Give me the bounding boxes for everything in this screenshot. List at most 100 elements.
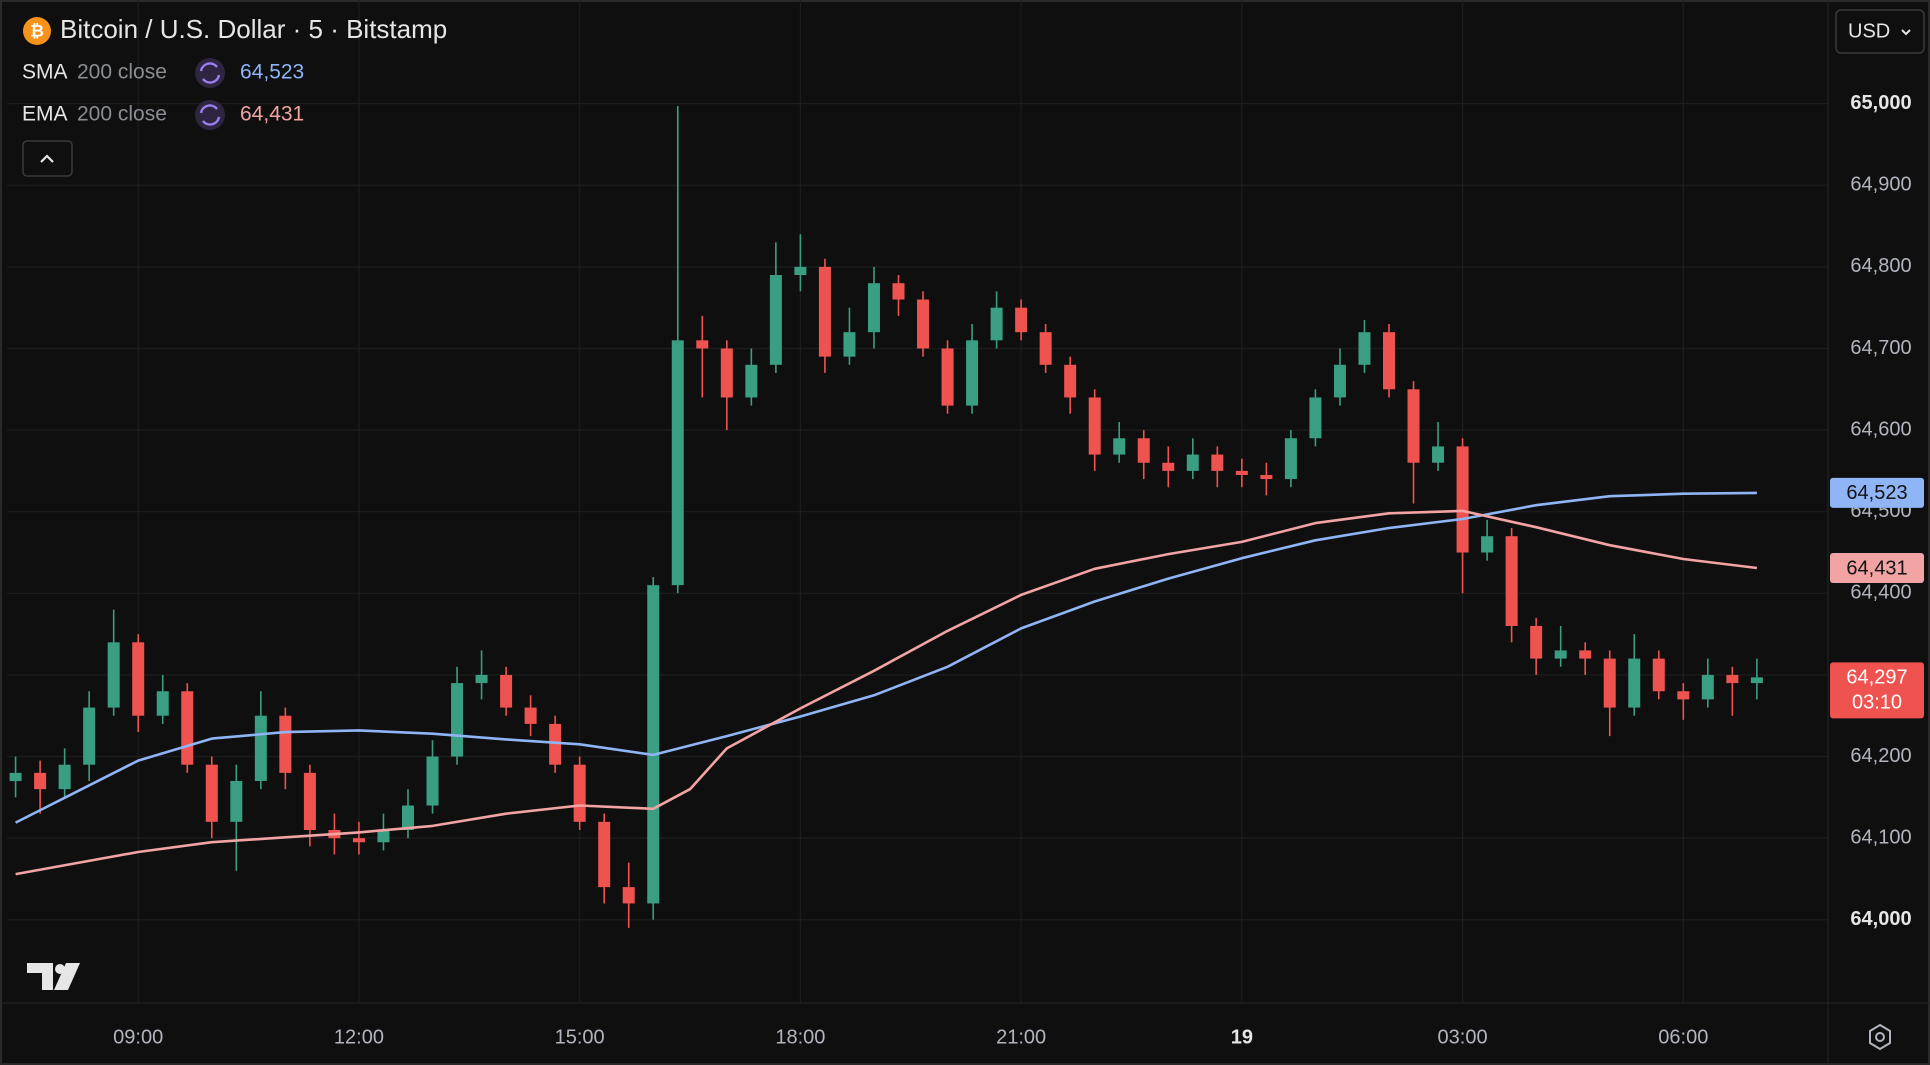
- candle-body: [843, 332, 856, 357]
- candle-body: [475, 674, 488, 684]
- tradingview-logo[interactable]: [27, 963, 80, 990]
- candle-body: [500, 674, 513, 708]
- candle-body: [1284, 438, 1297, 480]
- y-tick-label: 64,200: [1850, 745, 1911, 767]
- y-tick-label: 64,000: [1850, 908, 1911, 930]
- indicator-params: 200 close: [77, 61, 167, 84]
- candle-body: [1162, 462, 1175, 471]
- indicator-price-box: [1830, 553, 1924, 584]
- indicator-line: [15, 491, 1757, 824]
- candle-body: [647, 585, 660, 904]
- y-tick-label: 64,900: [1850, 174, 1911, 196]
- candle-body: [1088, 397, 1101, 455]
- candle-body: [1064, 364, 1077, 398]
- candle-body: [377, 829, 390, 843]
- axes: 64,00064,10064,20064,30064,40064,50064,6…: [113, 92, 1911, 1048]
- indicator-price-text: 64,523: [1846, 482, 1907, 504]
- candle-body: [1652, 658, 1665, 692]
- last-price-text: 64,297: [1846, 667, 1907, 689]
- y-tick-label: 64,100: [1850, 826, 1911, 848]
- candle-body: [1260, 474, 1273, 480]
- candle-body: [941, 348, 954, 406]
- last-price-box: [1830, 662, 1924, 719]
- candle-body: [1701, 674, 1714, 700]
- candle-body: [549, 723, 562, 765]
- settings-button[interactable]: [1869, 1023, 1891, 1051]
- candle-body: [1113, 438, 1126, 455]
- candle-body: [352, 838, 365, 843]
- candle-body: [990, 307, 1003, 341]
- x-tick-label: 09:00: [113, 1026, 163, 1048]
- candle-body: [1358, 332, 1371, 365]
- candle-body: [1382, 332, 1395, 390]
- indicator-value: 64,523: [240, 61, 304, 84]
- indicator-line: [15, 509, 1758, 876]
- y-tick-label: 64,600: [1850, 418, 1911, 440]
- candle-body: [303, 772, 316, 830]
- candle-body: [1726, 674, 1739, 684]
- candle-body: [1603, 658, 1616, 708]
- candle-body: [1481, 536, 1494, 553]
- candle-body: [83, 707, 96, 765]
- plot: [9, 106, 1763, 928]
- candle-body: [794, 266, 807, 276]
- symbol-icon: [23, 17, 51, 45]
- candle-body: [1407, 389, 1420, 463]
- candle-body: [745, 364, 758, 398]
- countdown-text: 03:10: [1852, 692, 1902, 714]
- candle-body: [671, 340, 684, 586]
- candle-body: [1505, 536, 1518, 626]
- candle-body: [1309, 397, 1322, 439]
- candle-body: [917, 299, 930, 349]
- candle-body: [1432, 446, 1445, 463]
- candle-body: [156, 691, 169, 716]
- candle-body: [867, 283, 880, 333]
- candle-body: [9, 772, 22, 782]
- candle-body: [573, 764, 586, 822]
- y-tick-label: 64,400: [1850, 582, 1911, 604]
- indicator-price-text: 64,431: [1846, 557, 1907, 579]
- candle-body: [1235, 470, 1248, 475]
- symbol-icon-glyph: ₿: [30, 21, 44, 40]
- candle-body: [1015, 307, 1028, 333]
- candle-body: [1211, 454, 1224, 471]
- y-tick-label: 65,000: [1850, 92, 1911, 114]
- indicator-params: 200 close: [77, 103, 167, 126]
- candle-body: [1750, 677, 1763, 684]
- candle-body: [34, 772, 47, 790]
- candle-body: [622, 887, 635, 904]
- candle-body: [818, 266, 831, 357]
- x-tick-label: 06:00: [1658, 1026, 1708, 1048]
- candle-body: [1628, 658, 1641, 708]
- candle-body: [892, 283, 905, 300]
- candle-body: [1333, 364, 1346, 398]
- indicator-name: EMA: [22, 103, 68, 126]
- chart-title: Bitcoin / U.S. Dollar · 5 · Bitstamp: [60, 14, 447, 44]
- candle-body: [58, 764, 71, 790]
- collapse-legend-button[interactable]: [22, 140, 73, 177]
- x-tick-label: 12:00: [334, 1026, 384, 1048]
- currency-label: USD: [1848, 20, 1890, 42]
- candle-body: [1530, 625, 1543, 659]
- x-tick-label: 15:00: [555, 1026, 605, 1048]
- price-labels: 64,523 64,431 64,297 03:10: [1830, 477, 1924, 719]
- candle-body: [1186, 454, 1199, 471]
- indicator-sync-icon[interactable]: [195, 58, 225, 88]
- indicator-sync-icon[interactable]: [195, 100, 225, 130]
- y-tick-label: 64,800: [1850, 255, 1911, 277]
- x-tick-label: 03:00: [1438, 1026, 1488, 1048]
- candle-body: [966, 340, 979, 406]
- candle-body: [205, 764, 218, 822]
- candle-body: [1039, 332, 1052, 365]
- candle-body: [1579, 650, 1592, 659]
- indicator-name: SMA: [22, 61, 68, 84]
- candle-body: [181, 691, 194, 765]
- candle-body: [720, 348, 733, 398]
- candle-body: [1137, 438, 1150, 463]
- currency-dropdown[interactable]: USD: [1835, 9, 1925, 54]
- candle-body: [769, 275, 782, 365]
